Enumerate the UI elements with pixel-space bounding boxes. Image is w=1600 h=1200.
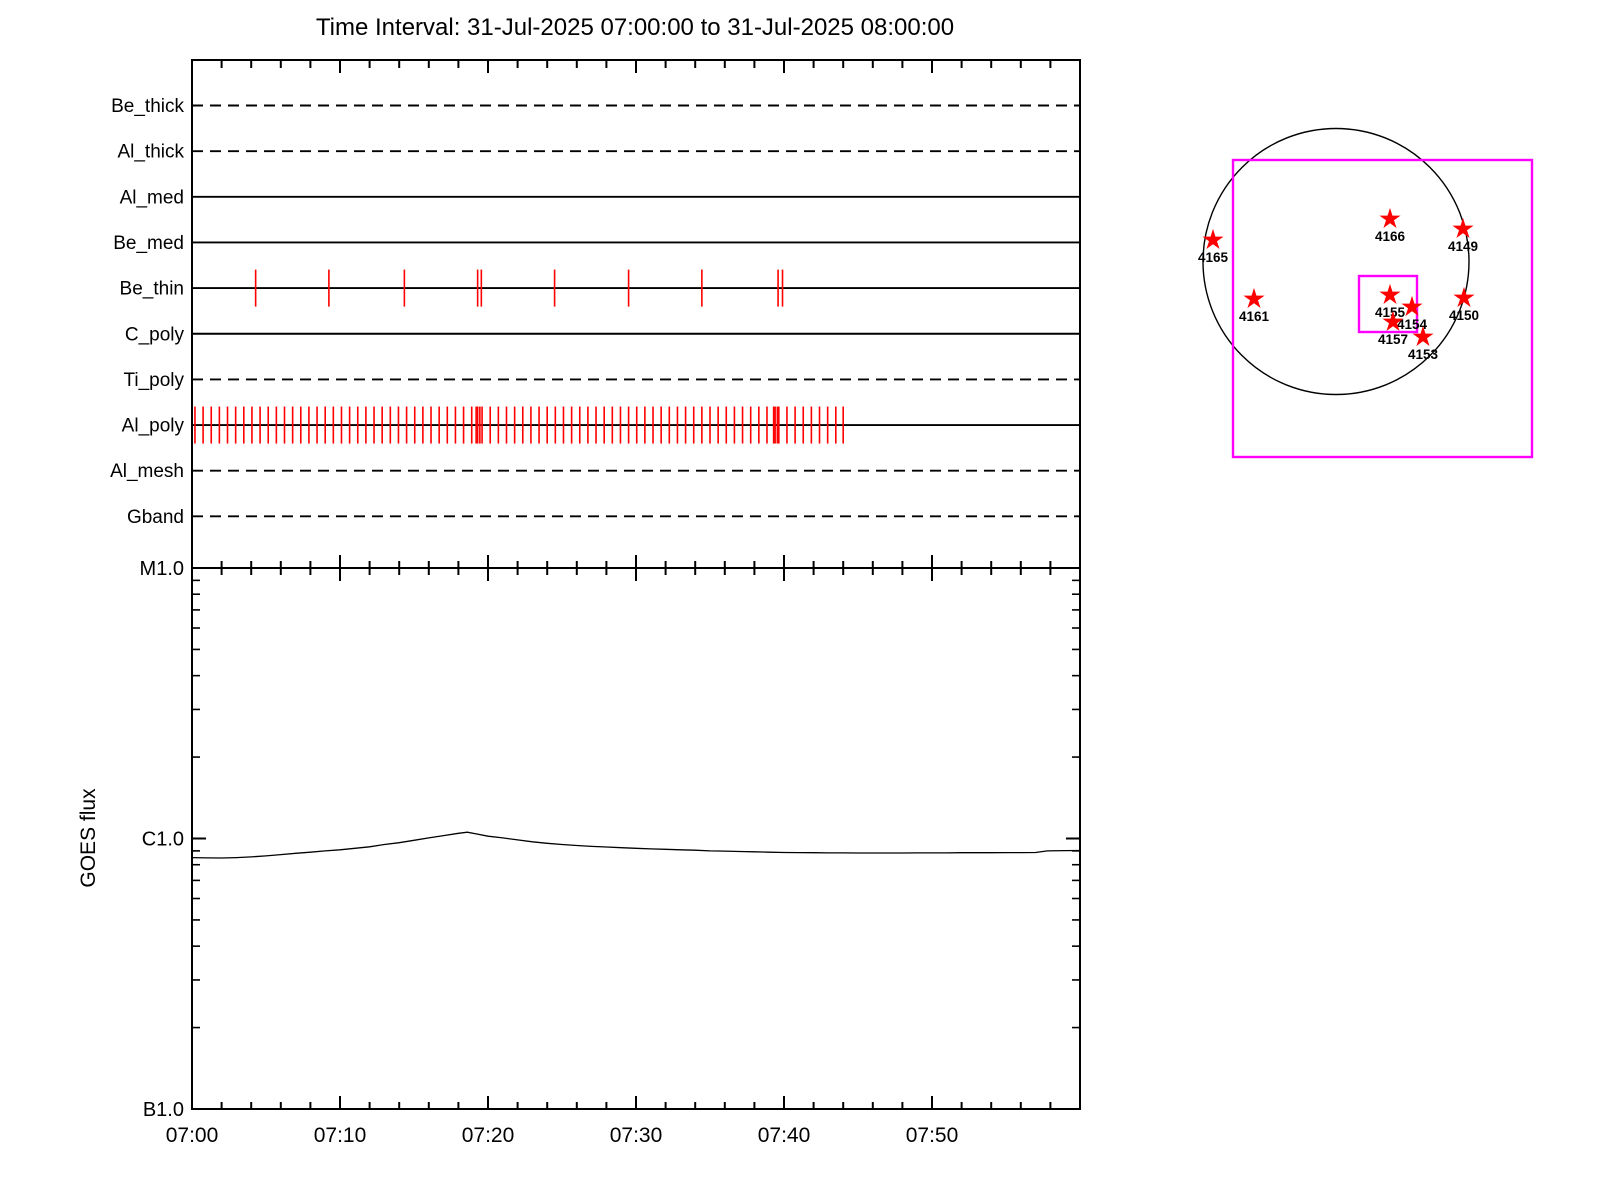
timeline-row-al-thick: Al_thick (117, 142, 1080, 163)
filter-label-c-poly: C_poly (125, 324, 185, 345)
timeline-row-al-med: Al_med (120, 187, 1080, 208)
goes-yaxis-title: GOES flux (77, 788, 100, 888)
plot-title: Time Interval: 31-Jul-2025 07:00:00 to 3… (315, 14, 955, 41)
ar-label-4154: 4154 (1397, 317, 1428, 332)
filter-label-be-thick: Be_thick (111, 96, 184, 117)
goes-xtick-label-0750: 07:50 (906, 1124, 959, 1147)
timeline-row-c-poly: C_poly (125, 324, 1080, 345)
timeline-row-al-poly: Al_poly (122, 406, 1080, 444)
filter-label-be-med: Be_med (113, 233, 184, 254)
filter-label-gband: Gband (127, 507, 184, 528)
filter-label-be-thin: Be_thin (120, 279, 184, 300)
goes-ytick-label-b10: B1.0 (143, 1099, 184, 1121)
ar-marker-4157 (1382, 310, 1404, 332)
timeline-row-al-mesh: Al_mesh (110, 461, 1080, 482)
ar-marker-4166 (1379, 207, 1401, 229)
ar-marker-4155 (1379, 283, 1401, 305)
ar-marker-4154 (1401, 295, 1423, 317)
ar-label-4150: 4150 (1449, 308, 1479, 323)
timeline-panel-frame (191, 59, 1081, 569)
ar-label-4153: 4153 (1408, 347, 1439, 362)
goes-xtick-label-0730: 07:30 (610, 1124, 663, 1147)
timeline-row-ti-poly: Ti_poly (123, 370, 1080, 391)
timeline-row-be-thin: Be_thin (120, 269, 1080, 307)
ar-marker-4150 (1453, 286, 1475, 308)
goes-xtick-label-0710: 07:10 (314, 1124, 367, 1147)
ar-label-4149: 4149 (1448, 239, 1478, 254)
filter-label-al-mesh: Al_mesh (110, 461, 184, 482)
goes-yaxis-ticks (192, 567, 1080, 1110)
timeline-row-be-med: Be_med (113, 233, 1080, 254)
timeline-row-gband: Gband (127, 507, 1080, 528)
goes-panel-frame (191, 567, 1081, 1110)
goes-xtick-label-0700: 07:00 (166, 1124, 219, 1147)
ar-label-4161: 4161 (1239, 309, 1270, 324)
ar-label-4155: 4155 (1375, 305, 1406, 320)
exposure-ticks-be-thin (254, 269, 784, 307)
ar-marker-4161 (1243, 287, 1265, 309)
goes-xtick-label-0740: 07:40 (758, 1124, 811, 1147)
filter-label-al-thick: Al_thick (117, 142, 184, 163)
timeline-row-be-thick: Be_thick (111, 96, 1080, 117)
exposure-ticks-al-poly (194, 406, 845, 444)
timeline-and-goes-plots: Be_thick Al_thick Al_med Be_med Be_thin C_pol… (77, 59, 1081, 1147)
time-axis-ticks (191, 60, 1081, 1109)
filter-label-ti-poly: Ti_poly (123, 370, 184, 391)
solar-limb-circle (1202, 127, 1470, 396)
filter-label-al-med: Al_med (120, 187, 184, 208)
ar-marker-4149 (1452, 217, 1474, 239)
filter-label-al-poly: Al_poly (122, 416, 185, 437)
goes-flux-curve (191, 831, 1081, 859)
goes-ytick-label-m10: M1.0 (140, 558, 184, 580)
ar-label-4165: 4165 (1198, 250, 1229, 265)
ar-marker-4153 (1412, 325, 1434, 347)
ar-label-4157: 4157 (1378, 332, 1408, 347)
ar-label-4166: 4166 (1375, 229, 1406, 244)
fov-box-large-fov (1231, 158, 1534, 459)
goes-xtick-label-0720: 07:20 (462, 1124, 515, 1147)
goes-ytick-label-c10: C1.0 (142, 829, 184, 851)
ar-marker-4165 (1202, 228, 1224, 250)
